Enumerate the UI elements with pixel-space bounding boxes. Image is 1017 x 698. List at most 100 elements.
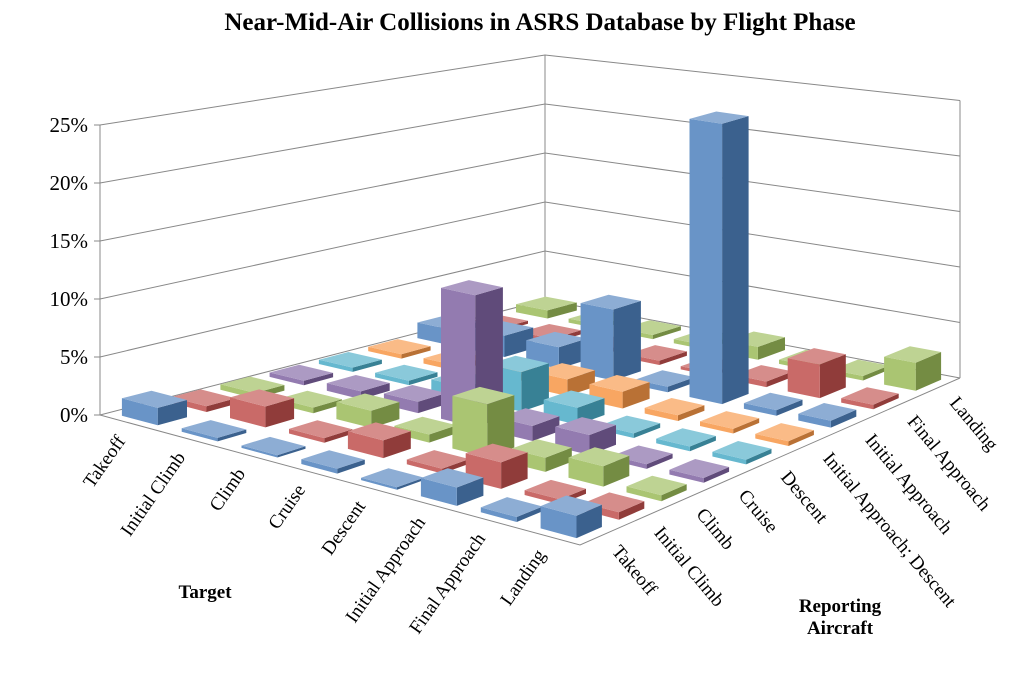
bar-side (157, 400, 187, 426)
bar-front (269, 372, 304, 386)
bar-side (265, 398, 295, 428)
bar-top (700, 411, 760, 429)
bar-front (361, 477, 397, 490)
y-tick-label: 20% (50, 171, 89, 195)
bar-front (318, 359, 353, 372)
bar-top (831, 359, 890, 376)
bar-side (618, 501, 645, 520)
bar-top (656, 428, 716, 447)
bar-side (206, 398, 236, 412)
z-tick-label: Descent (776, 467, 832, 528)
bar (269, 364, 334, 386)
bar-side (703, 467, 730, 483)
bar-top (580, 294, 641, 310)
bar-top (755, 423, 814, 442)
bar-top (289, 420, 353, 439)
bar-side (788, 430, 814, 446)
bar-front (644, 407, 678, 421)
bar-side (371, 402, 400, 428)
bar-side (733, 418, 760, 434)
bar-top (841, 387, 899, 405)
bar-side (397, 477, 425, 490)
z-tick-label: Takeoff (607, 541, 661, 600)
bar (375, 364, 438, 386)
bar-top (336, 393, 400, 411)
bar-side (915, 352, 942, 391)
bar-top (394, 416, 457, 435)
bar (361, 468, 425, 490)
bar-side (830, 409, 857, 428)
grid-line (99, 54, 961, 126)
bar-side (603, 455, 630, 487)
bar-front (301, 459, 338, 474)
z-axis-title: Reporting Aircraft (798, 596, 882, 639)
bar-top (543, 390, 605, 408)
bar-side (408, 372, 438, 386)
bar-front (121, 398, 158, 426)
bar-front (798, 413, 831, 428)
bar-top (269, 364, 334, 381)
bar (336, 393, 400, 428)
bar-top (278, 390, 342, 408)
bar-side (313, 399, 342, 414)
x-tick-label: Takeoff (79, 431, 130, 491)
bar (301, 450, 365, 474)
y-tick-label: 15% (50, 229, 89, 253)
bar-side (652, 326, 681, 340)
bar-top (644, 398, 705, 416)
bar-front (540, 506, 577, 539)
x-tick-label: Final Approach (405, 529, 490, 638)
bar-front (755, 433, 789, 446)
bar (669, 459, 730, 483)
bar-top (516, 296, 577, 311)
bar (787, 348, 846, 399)
bar (347, 422, 411, 459)
bar-side (613, 300, 641, 381)
bar-top (181, 420, 247, 438)
bar-top (121, 390, 187, 408)
bar-top (787, 348, 846, 365)
bar (656, 428, 716, 452)
bar (884, 346, 942, 391)
bar-top (635, 370, 695, 387)
chart-title: Near-Mid-Air Collisions in ASRS Database… (224, 9, 855, 36)
x-tick-label: Climb (206, 464, 250, 515)
bar-side (532, 416, 560, 441)
bar-top (884, 346, 942, 363)
bar-side (401, 346, 431, 359)
bar-top (420, 468, 484, 488)
bar-side (667, 377, 695, 393)
bar-front (669, 469, 704, 483)
bar-side (547, 302, 577, 319)
x-tick-label: Landing (497, 545, 551, 609)
bar-front (743, 403, 777, 416)
bar-top (526, 331, 587, 348)
bar-side (757, 337, 785, 360)
bar-side (661, 484, 687, 502)
y-tick-label: 25% (50, 113, 89, 137)
bar-top (301, 450, 365, 469)
bar-front (480, 507, 517, 522)
grid-line (99, 103, 961, 184)
bar-side (659, 351, 687, 365)
bar-top (534, 363, 595, 380)
z-tick-label: Climb (692, 504, 739, 554)
bar-front (241, 445, 278, 458)
bar-side (217, 429, 247, 442)
bar-top (540, 495, 602, 516)
bar-top (347, 422, 411, 441)
bar (406, 450, 470, 474)
bar-top (524, 479, 586, 500)
bar-side (456, 477, 484, 506)
bar-front (884, 356, 916, 391)
bar (841, 387, 899, 410)
bar (612, 445, 673, 469)
bar-side (576, 504, 602, 539)
bar-front (689, 118, 723, 405)
floor-edge (99, 377, 961, 546)
bar-side (383, 431, 411, 459)
bar-front (712, 451, 747, 465)
bar (289, 420, 353, 443)
bar (121, 390, 187, 426)
